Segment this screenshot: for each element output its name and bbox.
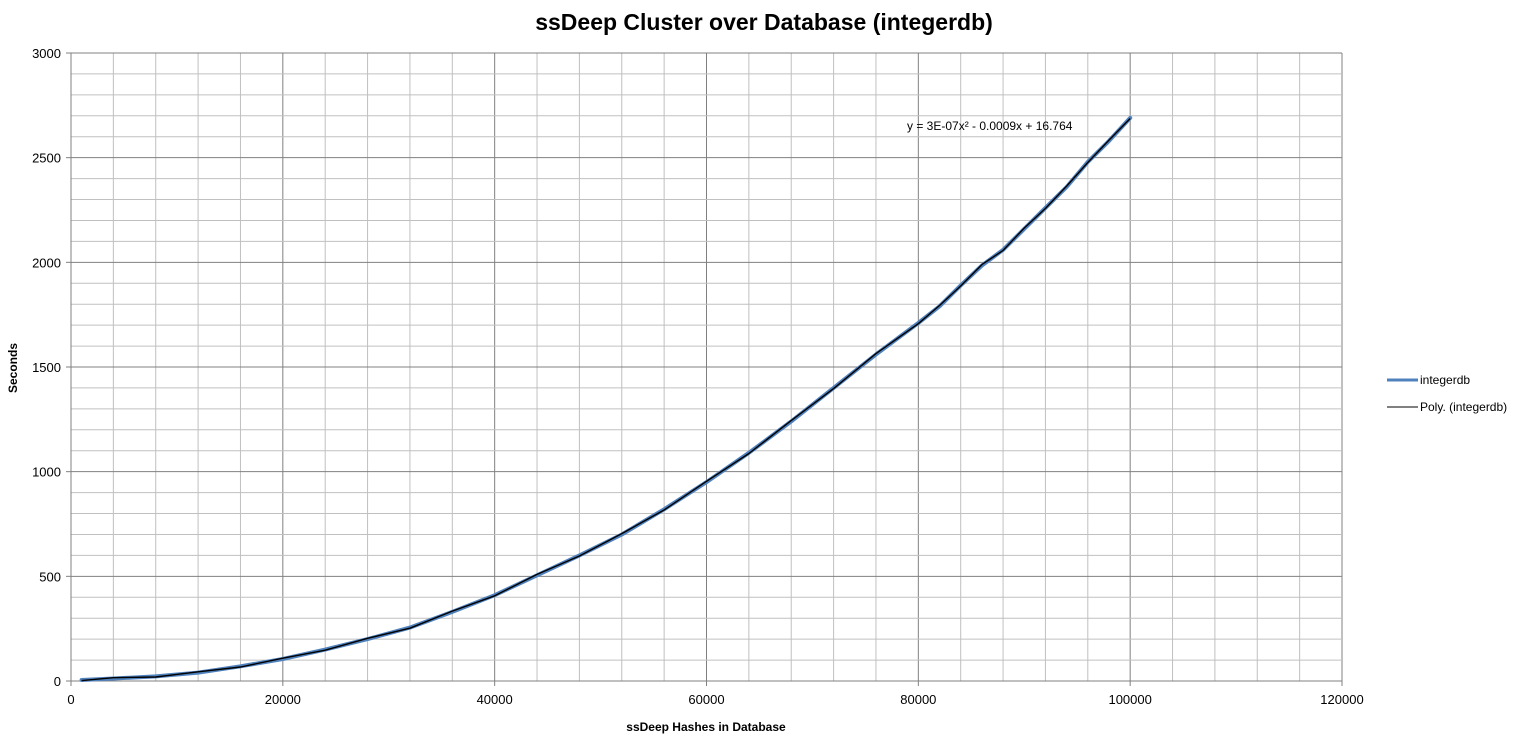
- x-tick-label: 120000: [1320, 692, 1363, 707]
- x-tick-label: 80000: [900, 692, 936, 707]
- x-tick-label: 40000: [477, 692, 513, 707]
- series-poly-trendline: [81, 118, 1131, 682]
- x-tick-label: 0: [67, 692, 74, 707]
- chart-title: ssDeep Cluster over Database (integerdb): [535, 9, 993, 35]
- legend-label-integerdb: integerdb: [1420, 373, 1470, 387]
- y-tick-label: 0: [54, 674, 61, 689]
- x-axis-title: ssDeep Hashes in Database: [626, 720, 786, 734]
- legend-label-poly: Poly. (integerdb): [1420, 400, 1507, 414]
- trendline-equation: y = 3E-07x² - 0.0009x + 16.764: [907, 119, 1073, 133]
- x-tick-label: 100000: [1108, 692, 1151, 707]
- y-tick-label: 1500: [32, 360, 61, 375]
- y-tick-labels: 0 500 1000 1500 2000 2500 3000: [32, 46, 71, 689]
- y-tick-label: 2000: [32, 255, 61, 270]
- y-tick-label: 2500: [32, 151, 61, 166]
- grid: [70, 52, 1343, 682]
- x-tick-label: 60000: [688, 692, 724, 707]
- y-tick-label: 3000: [32, 46, 61, 61]
- x-tick-labels: 0 20000 40000 60000 80000 100000 120000: [67, 681, 1364, 707]
- x-tick-label: 20000: [265, 692, 301, 707]
- legend: integerdb Poly. (integerdb): [1387, 373, 1507, 414]
- y-axis-title: Seconds: [6, 343, 20, 393]
- series-layer: [79, 115, 1133, 682]
- y-tick-label: 500: [39, 569, 61, 584]
- y-tick-label: 1000: [32, 465, 61, 480]
- series-integerdb-line: [79, 115, 1133, 682]
